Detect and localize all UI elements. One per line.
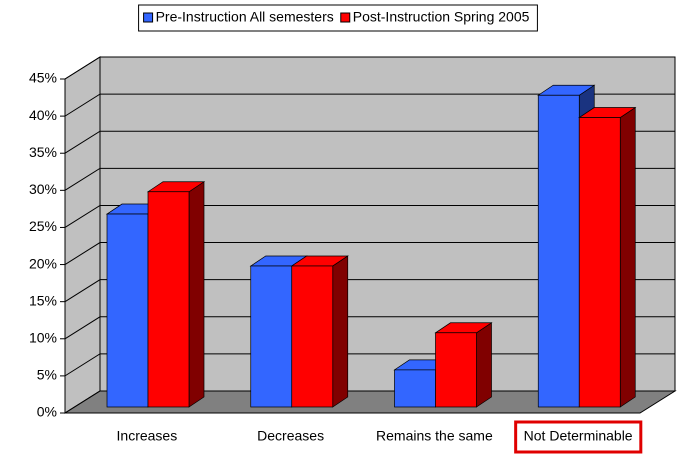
bar [394, 369, 436, 408]
bar [106, 213, 149, 408]
legend-swatch [340, 12, 351, 23]
bar [250, 265, 293, 408]
grid-line [64, 130, 675, 154]
y-tick-label: 30% [29, 181, 57, 197]
grid-line [64, 56, 675, 80]
grid-line [64, 93, 675, 117]
grid-line [64, 204, 675, 228]
bar [147, 191, 190, 408]
bar-side [332, 255, 349, 408]
x-tick-label: Remains the same [376, 428, 493, 444]
y-tick-label: 25% [29, 218, 57, 234]
y-tick-label: 0% [37, 404, 57, 420]
bar [537, 94, 580, 408]
legend [138, 4, 538, 32]
y-tick-label: 10% [29, 329, 57, 345]
legend-label: Post-Instruction Spring 2005 [353, 9, 530, 25]
bar-side [188, 181, 205, 408]
bar [291, 265, 334, 408]
grid-line [64, 316, 675, 340]
y-tick-label: 15% [29, 292, 57, 308]
x-tick-label: Increases [117, 428, 178, 444]
side-wall [64, 56, 101, 414]
y-tick-label: 20% [29, 255, 57, 271]
x-tick-label: Decreases [257, 428, 324, 444]
grid-line [64, 279, 675, 303]
bar-side [476, 322, 492, 408]
bar [578, 117, 621, 408]
x-tick-label: Not Determinable [524, 428, 633, 444]
y-tick-label: 35% [29, 144, 57, 160]
legend-swatch [143, 12, 154, 23]
legend-label: Pre-Instruction All semesters [156, 9, 334, 25]
y-tick-label: 40% [29, 107, 57, 123]
grid-line [64, 242, 675, 265]
y-tick-label: 5% [37, 367, 57, 383]
bar-side [619, 106, 636, 408]
bar [435, 332, 477, 408]
grid-line [64, 167, 675, 191]
y-tick-label: 45% [29, 70, 57, 86]
highlight-box [514, 420, 643, 454]
